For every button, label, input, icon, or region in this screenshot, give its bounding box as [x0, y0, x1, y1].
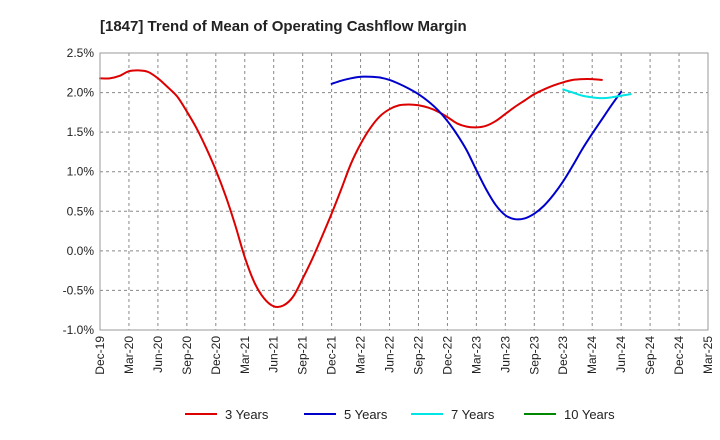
y-tick-label: 2.5%	[67, 46, 95, 60]
x-tick-label: Mar-24	[585, 336, 599, 374]
x-tick-label: Mar-23	[469, 336, 483, 374]
x-tick-label: Mar-22	[354, 336, 368, 374]
x-tick-label: Dec-20	[209, 336, 223, 375]
y-tick-label: 0.5%	[67, 204, 95, 218]
plot-frame	[99, 52, 709, 331]
x-tick-label: Dec-21	[325, 336, 339, 375]
y-tick-label: -0.5%	[63, 283, 95, 297]
x-tick-label: Sep-20	[180, 336, 194, 375]
legend-label: 7 Years	[451, 407, 495, 422]
x-tick-label: Sep-21	[296, 336, 310, 375]
y-axis-ticks: -1.0% -0.5% 0.0% 0.5% 1.0% 1.5% 2.0% 2.5%	[63, 46, 95, 337]
legend-label: 3 Years	[225, 407, 269, 422]
x-axis-ticks: Dec-19 Mar-20 Jun-20 Sep-20 Dec-20 Mar-21 Jun-…	[93, 336, 715, 375]
y-tick-label: -1.0%	[63, 323, 95, 337]
x-tick-label: Jun-20	[151, 336, 165, 373]
legend-label: 5 Years	[344, 407, 388, 422]
y-tick-label: 1.0%	[67, 165, 95, 179]
y-tick-label: 2.0%	[67, 86, 95, 100]
x-tick-label: Dec-19	[93, 336, 107, 375]
x-tick-label: Dec-24	[672, 336, 686, 375]
x-tick-label: Mar-21	[238, 336, 252, 374]
x-tick-label: Sep-23	[527, 336, 541, 375]
x-tick-label: Jun-22	[383, 336, 397, 373]
x-tick-label: Mar-25	[701, 336, 715, 374]
legend: 3 Years 5 Years 7 Years 10 Years	[185, 407, 615, 422]
grid	[100, 53, 708, 330]
y-tick-label: 0.0%	[67, 244, 95, 258]
series-line-3-years	[99, 69, 603, 308]
y-tick-label: 1.5%	[67, 125, 95, 139]
series-line-5-years	[330, 75, 623, 221]
x-tick-label: Jun-24	[614, 336, 628, 373]
series-line-7-years	[562, 88, 632, 100]
series-layer	[99, 69, 632, 308]
x-tick-label: Dec-23	[556, 336, 570, 375]
chart-title: [1847] Trend of Mean of Operating Cashfl…	[100, 18, 467, 35]
x-tick-label: Jun-21	[267, 336, 281, 373]
legend-label: 10 Years	[564, 407, 615, 422]
x-tick-label: Jun-23	[498, 336, 512, 373]
x-tick-label: Sep-22	[411, 336, 425, 375]
x-tick-label: Mar-20	[122, 336, 136, 374]
x-tick-label: Dec-22	[440, 336, 454, 375]
x-tick-label: Sep-24	[643, 336, 657, 375]
